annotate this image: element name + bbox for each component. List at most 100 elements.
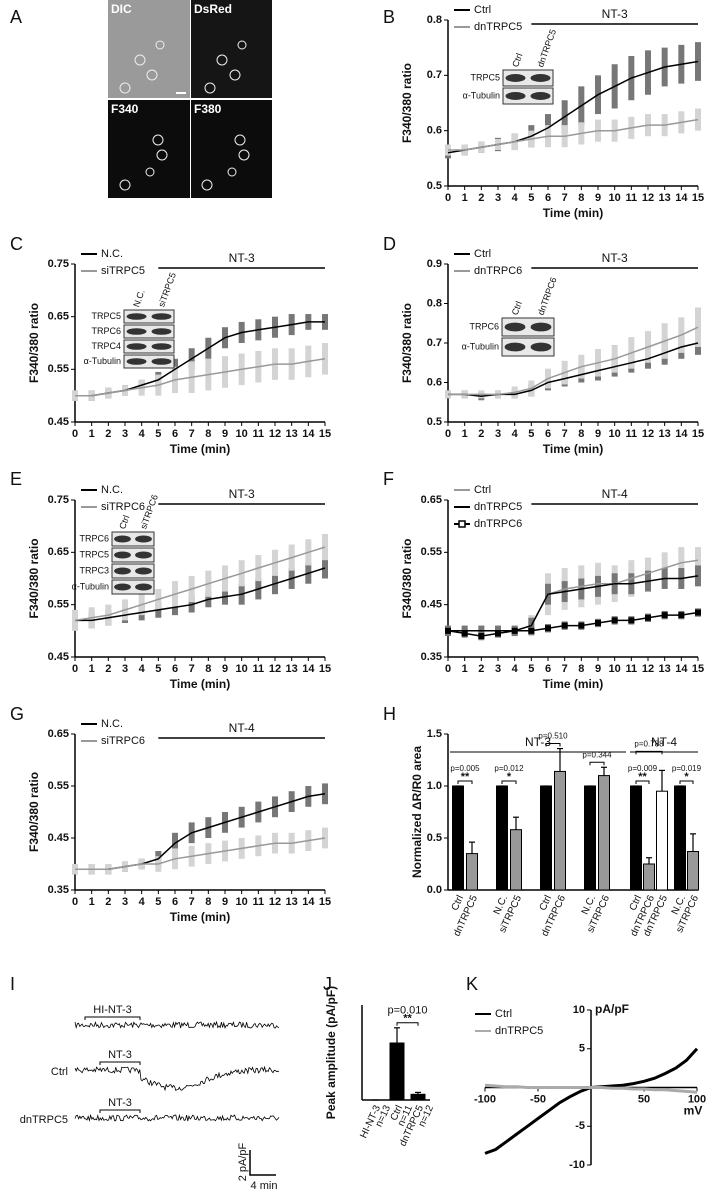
y-axis-label: F340/380 ratio xyxy=(27,538,41,618)
y-tick-label: 0.5 xyxy=(427,416,442,428)
current-trace xyxy=(74,1020,280,1030)
y-tick-label: 0.9 xyxy=(427,258,442,270)
x-tick-label: 5 xyxy=(155,428,161,440)
x-tick-label: 11 xyxy=(253,896,265,908)
p-value: p=0.010 xyxy=(387,1005,427,1017)
y-tick-label: 0.45 xyxy=(48,416,69,428)
significance-bracket xyxy=(501,780,517,784)
x-tick-label: 7 xyxy=(189,663,195,675)
point-marker xyxy=(561,622,568,629)
stimulus-label: NT-4 xyxy=(229,721,255,735)
x-tick-label: 8 xyxy=(578,663,584,675)
blot-band xyxy=(114,535,131,543)
blot-lane-label: dnTRPC5 xyxy=(535,28,558,69)
significance-stars: * xyxy=(507,771,512,783)
panel-letter: H xyxy=(383,704,396,724)
y-tick-label: 0.5 xyxy=(427,832,442,844)
significance-bracket xyxy=(635,780,650,784)
y-tick-label: 0.0 xyxy=(427,884,442,896)
x-tick-label: 2 xyxy=(478,428,484,440)
blot-row xyxy=(502,87,554,105)
image-label: F380 xyxy=(194,102,222,116)
bar xyxy=(466,853,478,891)
bar xyxy=(389,1042,405,1101)
blot-lane-label: dnTRPC6 xyxy=(536,276,559,317)
x-tick-label: 14 xyxy=(302,896,315,908)
x-axis-label: Time (min) xyxy=(543,206,603,220)
x-tick-label: 9 xyxy=(595,192,601,204)
x-tick-label: 4 xyxy=(512,192,519,204)
blot-band xyxy=(114,583,131,591)
x-tick-label: 13 xyxy=(659,192,671,204)
y-tick-label: 0.75 xyxy=(48,258,69,270)
x-tick-label: 10 xyxy=(236,663,248,675)
x-tick-label: 10 xyxy=(236,896,248,908)
x-tick-label: 6 xyxy=(545,663,551,675)
blot-row-label: TRPC5 xyxy=(470,72,500,82)
x-tick-label: 0 xyxy=(445,663,451,675)
x-tick-label: 3 xyxy=(122,896,128,908)
x-tick-label: 5 xyxy=(155,896,161,908)
y-tick-label: 10 xyxy=(573,1004,585,1016)
significance-stars: ** xyxy=(403,1013,412,1025)
x-tick-label: 14 xyxy=(675,663,688,675)
x-tick-label: 9 xyxy=(595,663,601,675)
y-axis-label: pA/pF xyxy=(595,1002,629,1016)
x-axis-label: Time (min) xyxy=(543,442,603,456)
x-tick-label: 5 xyxy=(528,192,534,204)
significance-stars: ** xyxy=(638,771,647,783)
x-tick-label: 4 xyxy=(139,663,146,675)
x-tick-label: 9 xyxy=(222,428,228,440)
y-tick-label: 0.55 xyxy=(48,363,69,375)
stimulus-label: NT-3 xyxy=(602,251,628,265)
x-tick-label: 7 xyxy=(562,428,568,440)
bar xyxy=(452,785,464,891)
series-line xyxy=(448,342,699,398)
blot-band xyxy=(530,74,551,82)
blot-band xyxy=(135,567,152,575)
x-tick-label: 6 xyxy=(545,428,551,440)
legend-label: dnTRPC6 xyxy=(474,265,522,277)
x-tick-label: 3 xyxy=(495,192,501,204)
y-tick-label: 0.65 xyxy=(48,728,69,740)
point-marker xyxy=(628,617,635,624)
x-tick-label: 2 xyxy=(478,192,484,204)
x-tick-label: 3 xyxy=(122,663,128,675)
blot-lane-label: Ctrl xyxy=(510,300,524,317)
blot-band xyxy=(151,358,172,365)
blot-row-label: TRPC3 xyxy=(79,565,109,575)
x-tick-label: -50 xyxy=(530,1093,546,1105)
x-tick-label: 14 xyxy=(302,428,315,440)
series-line xyxy=(448,118,699,151)
blot-row-label: TRPC6 xyxy=(79,533,109,543)
point-marker xyxy=(678,612,685,619)
significance-bracket xyxy=(589,761,605,766)
y-axis-label: Normalized ΔR/R0 area xyxy=(410,746,424,878)
x-tick-label: 13 xyxy=(286,896,298,908)
bar xyxy=(598,775,610,891)
x-axis-label: Time (min) xyxy=(543,677,603,691)
scale-bar xyxy=(249,1150,276,1176)
blot-band xyxy=(505,74,526,82)
blot-band xyxy=(126,343,147,350)
bar xyxy=(687,851,699,891)
x-tick-label: 7 xyxy=(189,428,195,440)
bar xyxy=(674,785,686,891)
series-line xyxy=(448,575,699,632)
series-line xyxy=(448,326,699,396)
x-tick-label: 9 xyxy=(595,428,601,440)
x-tick-label: 4 xyxy=(139,896,146,908)
legend-label: siTRPC6 xyxy=(101,501,145,513)
y-tick-label: 0.6 xyxy=(427,376,442,388)
legend-label: dnTRPC5 xyxy=(474,21,522,33)
panel-letter: E xyxy=(10,469,22,489)
stimulus-label: NT-4 xyxy=(602,487,628,501)
x-tick-label: 15 xyxy=(692,192,704,204)
blot-lane-label: Ctrl xyxy=(510,52,524,69)
blot-band xyxy=(114,551,131,559)
y-tick-label: 0.65 xyxy=(421,494,442,506)
significance-bracket xyxy=(545,743,561,747)
p-value: p=0.005 xyxy=(450,764,480,773)
blot-band xyxy=(126,313,147,320)
image-label: DsRed xyxy=(194,2,232,16)
